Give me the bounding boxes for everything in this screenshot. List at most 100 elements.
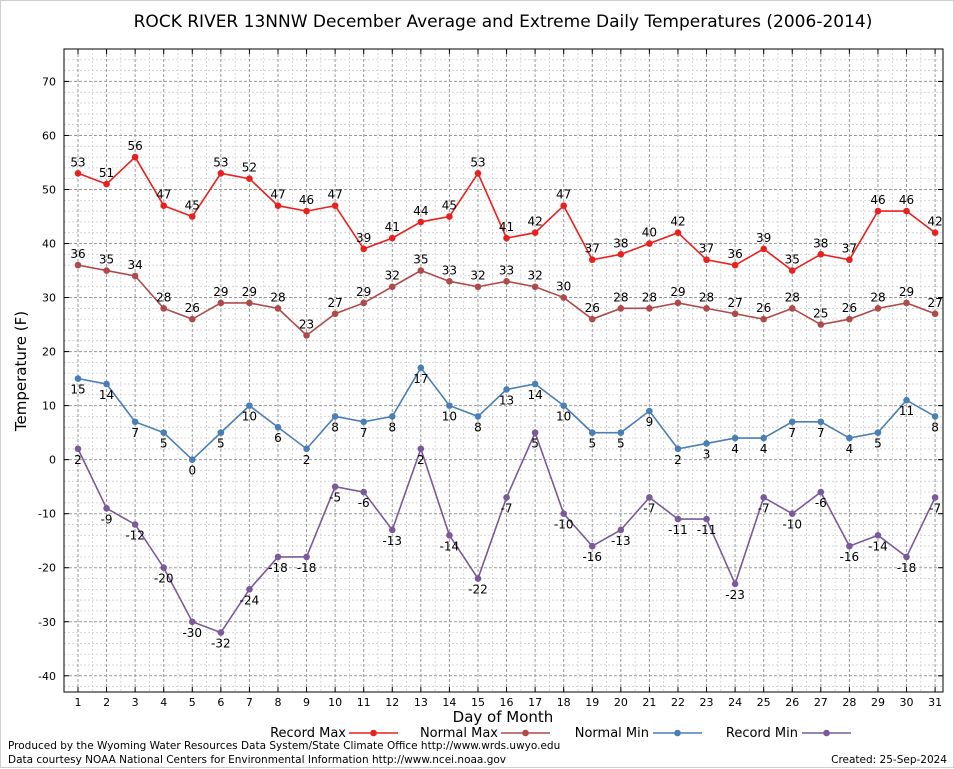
data-point-normal-max (188, 315, 196, 323)
data-label-record-max: 39 (756, 231, 771, 245)
data-label-record-min: -6 (815, 496, 827, 510)
data-label-record-max: 37 (585, 242, 600, 256)
data-label-normal-max: 23 (299, 317, 314, 331)
data-point-record-min (74, 445, 82, 453)
data-point-record-min (388, 526, 396, 534)
x-tick-label: 9 (303, 696, 310, 709)
legend-label-record-max: Record Max (270, 726, 346, 741)
data-point-normal-min (360, 418, 368, 426)
data-label-normal-min: 10 (242, 410, 257, 424)
data-label-normal-max: 32 (470, 269, 485, 283)
data-label-record-min: -13 (611, 534, 631, 548)
data-label-record-min: -6 (358, 496, 370, 510)
data-label-record-max: 47 (156, 188, 171, 202)
data-point-normal-max (588, 315, 596, 323)
x-tick-label: 30 (900, 696, 914, 709)
data-point-normal-max (131, 272, 139, 280)
data-label-normal-max: 26 (756, 301, 771, 315)
y-tick-label: -40 (38, 670, 56, 683)
data-label-normal-max: 26 (185, 301, 200, 315)
data-label-record-min: -20 (154, 572, 174, 586)
data-point-record-max (846, 256, 853, 264)
footer-credit-line-1: Produced by the Wyoming Water Resources … (8, 740, 560, 752)
data-label-record-max: 36 (727, 247, 742, 261)
data-point-normal-min (160, 429, 168, 436)
data-label-normal-max: 33 (442, 263, 457, 277)
data-point-record-min (331, 483, 339, 490)
x-tick-label: 12 (385, 696, 399, 709)
data-point-normal-max (74, 261, 82, 269)
data-point-normal-min (246, 402, 253, 409)
data-point-normal-min (446, 402, 453, 409)
data-label-record-min: -18 (268, 561, 288, 575)
x-tick-label: 5 (189, 696, 196, 709)
data-point-normal-max (474, 283, 482, 291)
y-tick-label: 50 (42, 183, 56, 196)
y-tick-label: 40 (42, 238, 56, 251)
data-label-record-max: 42 (927, 215, 942, 229)
data-label-normal-min: 8 (474, 420, 482, 434)
data-point-record-min (446, 532, 453, 539)
x-tick-label: 21 (642, 696, 656, 709)
data-point-record-min (588, 542, 596, 550)
x-tick-label: 8 (274, 696, 281, 709)
data-point-normal-max (246, 299, 253, 307)
y-tick-label: 0 (49, 454, 56, 467)
data-label-record-max: 53 (213, 155, 228, 169)
data-point-record-min (731, 580, 739, 588)
data-point-normal-min (74, 375, 82, 382)
data-point-normal-min (103, 380, 110, 388)
data-label-normal-max: 25 (813, 307, 828, 321)
data-label-normal-max: 27 (327, 296, 342, 310)
data-point-record-min (188, 618, 196, 626)
x-tick-label: 6 (217, 696, 224, 709)
data-label-normal-max: 27 (727, 296, 742, 310)
data-point-record-max (188, 213, 196, 220)
data-point-normal-min (903, 396, 910, 404)
y-axis-label: Temperature (F) (12, 311, 30, 432)
data-label-record-min: -18 (897, 561, 917, 575)
data-label-normal-max: 29 (670, 285, 685, 299)
legend-marker-normal-min (674, 729, 681, 737)
data-point-record-max (788, 267, 796, 274)
plot-frame (63, 48, 944, 693)
data-label-normal-min: 4 (760, 442, 768, 456)
data-point-record-min (303, 553, 310, 561)
data-label-normal-max: 28 (699, 290, 714, 304)
data-point-normal-min (274, 423, 282, 431)
data-label-record-min: -22 (468, 583, 488, 597)
data-label-record-min: -16 (840, 550, 860, 564)
data-point-normal-max (446, 278, 453, 285)
data-point-normal-max (617, 305, 625, 312)
data-label-normal-min: 5 (217, 437, 225, 451)
data-label-normal-min: 17 (413, 372, 428, 386)
data-label-record-min: -23 (725, 588, 745, 602)
data-label-normal-min: 8 (388, 420, 396, 434)
data-point-record-max (360, 245, 368, 253)
data-label-record-min: -24 (240, 593, 260, 607)
data-label-record-max: 45 (185, 199, 200, 213)
y-tick-label: 60 (42, 129, 56, 142)
data-label-record-max: 35 (785, 253, 800, 267)
y-tick-label: -20 (38, 562, 56, 575)
data-point-normal-max (931, 310, 939, 318)
data-point-record-min (788, 510, 796, 517)
data-label-record-max: 44 (413, 204, 428, 218)
data-label-record-max: 46 (899, 193, 914, 207)
data-point-record-min (931, 494, 939, 501)
data-label-normal-min: 15 (70, 383, 85, 397)
data-label-record-min: -10 (554, 518, 574, 532)
x-tick-label: 7 (246, 696, 253, 709)
data-point-record-max (503, 234, 510, 242)
y-tick-label: 20 (42, 346, 56, 359)
x-tick-label: 22 (671, 696, 685, 709)
data-label-normal-min: 8 (931, 420, 939, 434)
data-point-normal-max (417, 267, 425, 274)
x-tick-label: 11 (357, 696, 371, 709)
data-label-normal-min: 2 (303, 453, 311, 467)
data-label-normal-min: 13 (499, 393, 514, 407)
data-label-normal-min: 8 (331, 420, 339, 434)
data-point-normal-max (646, 305, 653, 312)
data-point-record-max (246, 175, 253, 182)
data-point-record-min (903, 553, 910, 561)
